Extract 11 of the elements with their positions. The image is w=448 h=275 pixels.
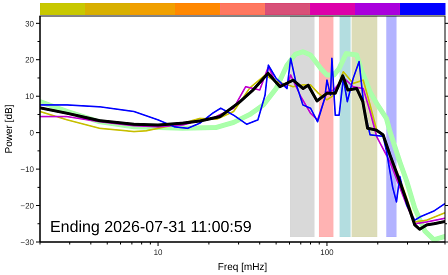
x-axis-title: Freq [mHz]: [218, 262, 268, 273]
y-tick-label: 0: [30, 128, 35, 138]
y-tick-label: 10: [25, 92, 35, 102]
y-axis-title: Power [dB]: [4, 104, 15, 154]
y-tick-label: 30: [25, 19, 35, 28]
y-tick-label: −10: [20, 165, 35, 174]
annotation: Ending 2026-07-31 11:00:59: [50, 219, 252, 236]
y-tick-label: 20: [25, 56, 35, 65]
x-tick-label: 100: [320, 248, 334, 257]
y-tick-label: −30: [20, 238, 35, 247]
y-tick-label: −20: [20, 202, 35, 211]
